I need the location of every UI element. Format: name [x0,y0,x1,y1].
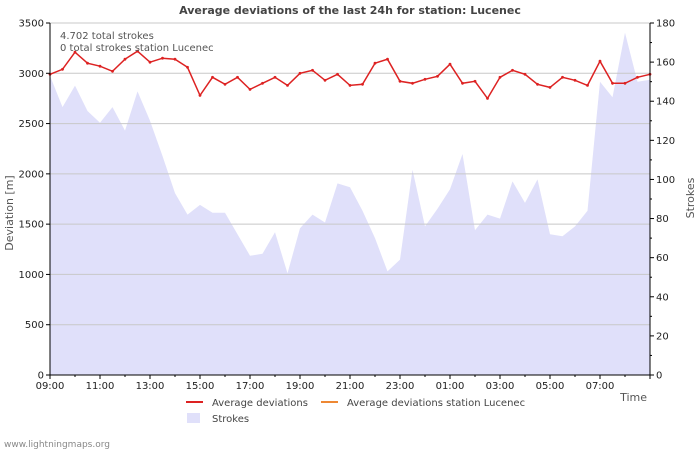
x-tick-label: 23:00 [386,381,415,392]
x-tick-label: 19:00 [286,381,315,392]
x-tick-label: 09:00 [36,381,65,392]
station-strokes-note: 0 total strokes station Lucenec [60,43,214,54]
data-point [423,77,427,81]
x-tick-label: 05:00 [536,381,565,392]
y-right-tick-label: 20 [656,331,669,342]
y-right-tick-label: 40 [656,292,669,303]
x-tick-label: 13:00 [136,381,165,392]
y-axis-left-title: Deviation [m] [3,175,16,250]
legend-label: Average deviations [212,398,308,409]
data-point [511,68,514,72]
y-right-tick-label: 60 [656,253,669,264]
data-point [611,81,614,85]
data-point [236,75,239,79]
data-point [86,61,89,65]
legend-swatch-area [187,413,200,423]
data-point [548,86,552,89]
y-left-tick-label: 2500 [19,119,44,130]
data-point [261,81,264,85]
data-point [486,97,489,100]
data-point [298,71,302,75]
chart-title: Average deviations of the last 24h for s… [179,4,521,17]
y-left-tick-label: 2000 [19,169,44,180]
data-point [273,75,277,79]
data-point [186,65,189,69]
y-right-tick-label: 160 [656,58,675,69]
data-point [473,79,477,83]
data-point [461,81,464,85]
data-point [198,94,202,97]
y-axis-right-title: Strokes [684,177,697,218]
data-point [211,75,214,79]
data-point [411,81,414,85]
data-point [136,49,139,53]
y-right-tick-label: 120 [656,136,675,147]
legend-label: Strokes [212,414,249,425]
footer-credit: www.lightningmaps.org [4,440,110,450]
x-tick-label: 11:00 [86,381,115,392]
y-right-tick-label: 0 [656,371,662,382]
data-point [123,57,127,61]
y-right-tick-label: 80 [656,214,669,225]
y-right-tick-label: 140 [656,97,675,108]
total-strokes-note: 4.702 total strokes [60,31,154,42]
x-tick-label: 03:00 [486,381,515,392]
data-point [448,62,452,66]
data-point [323,78,327,82]
x-tick-label: 21:00 [336,381,365,392]
data-point [498,75,502,79]
data-point [598,59,602,63]
data-point [436,74,439,78]
y-left-tick-label: 3500 [19,19,44,30]
data-point [373,61,377,65]
legend-label: Average deviations station Lucenec [347,398,525,409]
data-point [311,68,314,72]
x-axis-title: Time [619,391,647,404]
data-point [161,56,164,60]
y-left-tick-label: 500 [25,320,44,331]
y-right-tick-label: 180 [656,19,675,30]
data-point [386,57,389,61]
data-point [623,81,627,85]
y-right-tick-label: 100 [656,175,675,186]
data-point [361,82,364,86]
data-point [561,75,564,79]
data-point [536,82,539,86]
data-point [398,79,402,83]
data-point [586,84,589,87]
y-left-tick-label: 3000 [19,69,44,80]
data-point [286,84,289,87]
data-point [98,64,102,68]
data-point [523,72,527,76]
data-point [336,72,339,76]
x-tick-label: 17:00 [236,381,265,392]
x-tick-label: 01:00 [436,381,465,392]
data-point [73,50,77,54]
data-point [111,69,114,73]
data-point [348,84,352,87]
data-point [573,78,577,82]
data-point [636,75,639,79]
data-point [61,67,64,71]
data-point [248,88,252,91]
strokes-area [50,32,650,376]
data-point [223,82,227,86]
y-left-tick-label: 1000 [19,270,44,281]
data-point [173,57,177,61]
y-left-tick-label: 1500 [19,220,44,231]
series-line-average-deviations [49,50,651,100]
x-tick-label: 15:00 [186,381,215,392]
y-left-tick-label: 0 [38,371,44,382]
x-tick-label: 07:00 [586,381,615,392]
data-point [148,60,152,64]
